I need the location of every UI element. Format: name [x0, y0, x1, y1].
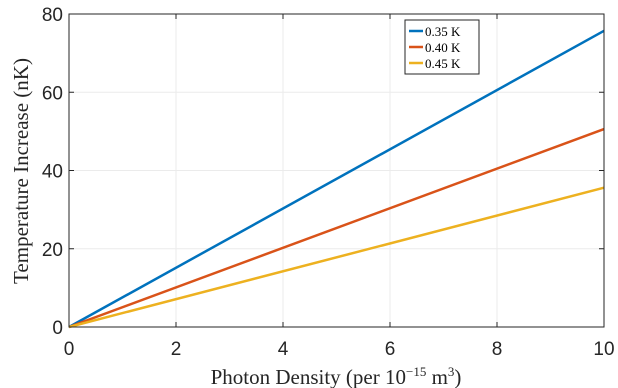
- x-tick-label: 0: [64, 339, 75, 360]
- x-tick-label: 6: [385, 339, 396, 360]
- series-line: [68, 186, 605, 329]
- x-axis-title-unit: m: [426, 365, 448, 388]
- y-tick-label: 80: [42, 5, 63, 26]
- series-line: [68, 29, 605, 329]
- series-lines: [68, 29, 605, 329]
- y-tick-label: 0: [52, 318, 63, 339]
- y-tick-label: 60: [42, 83, 63, 104]
- x-axis-title: Photon Density (per 10−15 m3): [211, 364, 462, 388]
- x-axis-title-close: ): [454, 365, 461, 388]
- series-line: [68, 127, 605, 329]
- x-axis-title-exponent: −15: [406, 364, 426, 379]
- x-axis-title-unit-exponent: 3: [448, 364, 455, 379]
- y-tick-label: 40: [42, 162, 63, 183]
- legend: 0.35 K0.40 K0.45 K: [404, 19, 480, 75]
- x-tick-label: 8: [492, 339, 503, 360]
- legend-label: 0.40 K: [425, 40, 461, 55]
- y-tick-label: 20: [42, 240, 63, 261]
- x-axis-title-main: Photon Density (per 10: [211, 365, 406, 388]
- legend-label: 0.35 K: [425, 24, 461, 39]
- grid-lines: [68, 13, 605, 328]
- x-tick-label: 2: [171, 339, 182, 360]
- legend-label: 0.45 K: [425, 56, 461, 71]
- x-tick-label: 4: [278, 339, 289, 360]
- axis-ticks: 0 2 4 6 8 10 0 20 40 60 80: [42, 5, 615, 360]
- y-axis-title: Temperature Increase (nK): [9, 58, 33, 284]
- x-tick-label: 10: [593, 339, 614, 360]
